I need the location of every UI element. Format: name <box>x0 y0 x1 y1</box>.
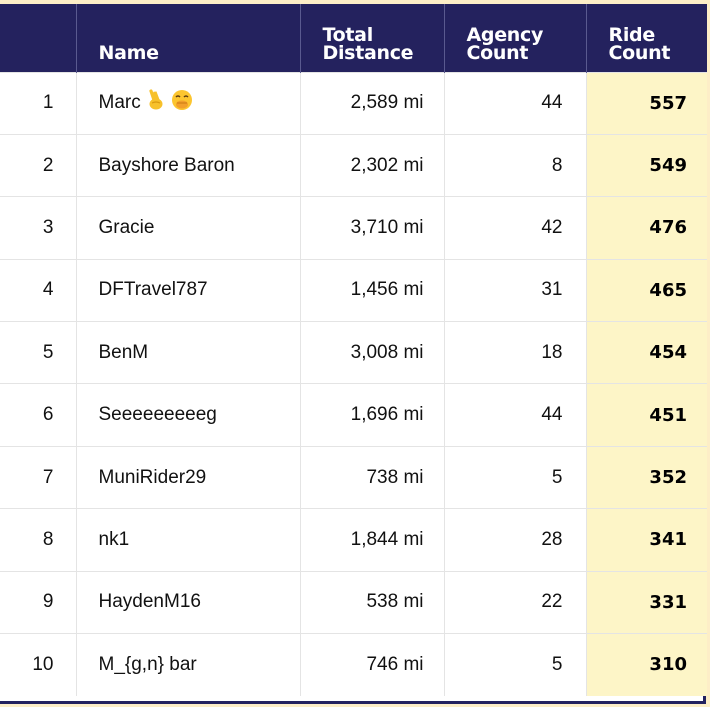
table-row: 10 M_{g,n} bar 746 mi 5 310 <box>0 633 707 696</box>
rank-cell: 7 <box>0 445 76 509</box>
name-cell: BenM <box>75 321 300 384</box>
agency-count-cell: 22 <box>443 570 586 634</box>
table-row: 5 BenM 3,008 mi 18 454 <box>0 321 707 384</box>
header-total-distance[interactable]: Total Distance <box>299 4 444 72</box>
agency-count-cell: 42 <box>443 196 586 260</box>
agency-count-cell: 28 <box>443 508 586 572</box>
name-cell: Gracie <box>75 196 300 260</box>
table-row: 3 Gracie 3,710 mi 42 476 <box>0 196 707 260</box>
rank-cell: 9 <box>0 570 76 634</box>
agency-count-cell: 31 <box>443 258 586 322</box>
name-cell: M_{g,n} bar <box>75 633 300 696</box>
rank-cell: 3 <box>0 196 76 260</box>
name-cell: Bayshore Baron <box>75 133 300 197</box>
header-agency-count[interactable]: Agency Count <box>443 4 586 72</box>
agency-count-cell: 18 <box>443 321 586 384</box>
header-row: Name Total Distance Agency Count Ride Count <box>0 4 707 72</box>
distance-cell: 538 mi <box>299 570 444 634</box>
distance-cell: 738 mi <box>299 445 444 509</box>
ride-count-cell: 465 <box>585 258 707 322</box>
distance-cell: 3,008 mi <box>299 321 444 384</box>
table-row: 4 DFTravel787 1,456 mi 31 465 <box>0 258 707 322</box>
distance-cell: 1,844 mi <box>299 508 444 572</box>
distance-cell: 2,589 mi <box>299 71 444 135</box>
rank-cell: 1 <box>0 71 76 135</box>
name-cell: DFTravel787 <box>75 258 300 322</box>
leaderboard-table: Name Total Distance Agency Count Ride Count… <box>0 4 707 696</box>
header-name[interactable]: Name <box>75 4 300 72</box>
ride-count-cell: 557 <box>585 71 707 135</box>
ride-count-cell: 549 <box>585 133 707 197</box>
rank-cell: 10 <box>0 633 76 696</box>
distance-cell: 1,696 mi <box>299 383 444 447</box>
agency-count-cell: 5 <box>443 445 586 509</box>
agency-count-cell: 44 <box>443 71 586 135</box>
table-row: 7 MuniRider29 738 mi 5 352 <box>0 445 707 509</box>
rank-cell: 8 <box>0 508 76 572</box>
agency-count-cell: 44 <box>443 383 586 447</box>
rank-cell: 4 <box>0 258 76 322</box>
victory-hand-icon <box>145 89 167 117</box>
ride-count-cell: 331 <box>585 570 707 634</box>
name-label: Marc <box>98 92 141 114</box>
ride-count-cell: 310 <box>585 633 707 696</box>
ride-count-cell: 352 <box>585 445 707 509</box>
ride-count-cell: 476 <box>585 196 707 260</box>
ride-count-cell: 341 <box>585 508 707 572</box>
ride-count-cell: 451 <box>585 383 707 447</box>
ride-count-cell: 454 <box>585 321 707 384</box>
header-rank <box>0 4 76 72</box>
rank-cell: 2 <box>0 133 76 197</box>
face-with-hand-over-mouth-icon <box>171 89 193 117</box>
name-cell: Seeeeeeeeeg <box>75 383 300 447</box>
leaderboard-container: Name Total Distance Agency Count Ride Count… <box>0 4 707 704</box>
distance-cell: 2,302 mi <box>299 133 444 197</box>
distance-cell: 746 mi <box>299 633 444 696</box>
agency-count-cell: 5 <box>443 633 586 696</box>
rank-cell: 5 <box>0 321 76 384</box>
distance-cell: 1,456 mi <box>299 258 444 322</box>
name-cell: Marc <box>75 71 300 135</box>
name-cell: nk1 <box>75 508 300 572</box>
table-row: 2 Bayshore Baron 2,302 mi 8 549 <box>0 133 707 197</box>
agency-count-cell: 8 <box>443 133 586 197</box>
header-ride-count[interactable]: Ride Count <box>585 4 707 72</box>
table-row: 8 nk1 1,844 mi 28 341 <box>0 508 707 572</box>
distance-cell: 3,710 mi <box>299 196 444 260</box>
table-row: 1 Marc 2,589 mi 44 557 <box>0 71 707 135</box>
rank-cell: 6 <box>0 383 76 447</box>
table-row: 9 HaydenM16 538 mi 22 331 <box>0 570 707 634</box>
name-cell: HaydenM16 <box>75 570 300 634</box>
table-row: 6 Seeeeeeeeeg 1,696 mi 44 451 <box>0 383 707 447</box>
name-cell: MuniRider29 <box>75 445 300 509</box>
